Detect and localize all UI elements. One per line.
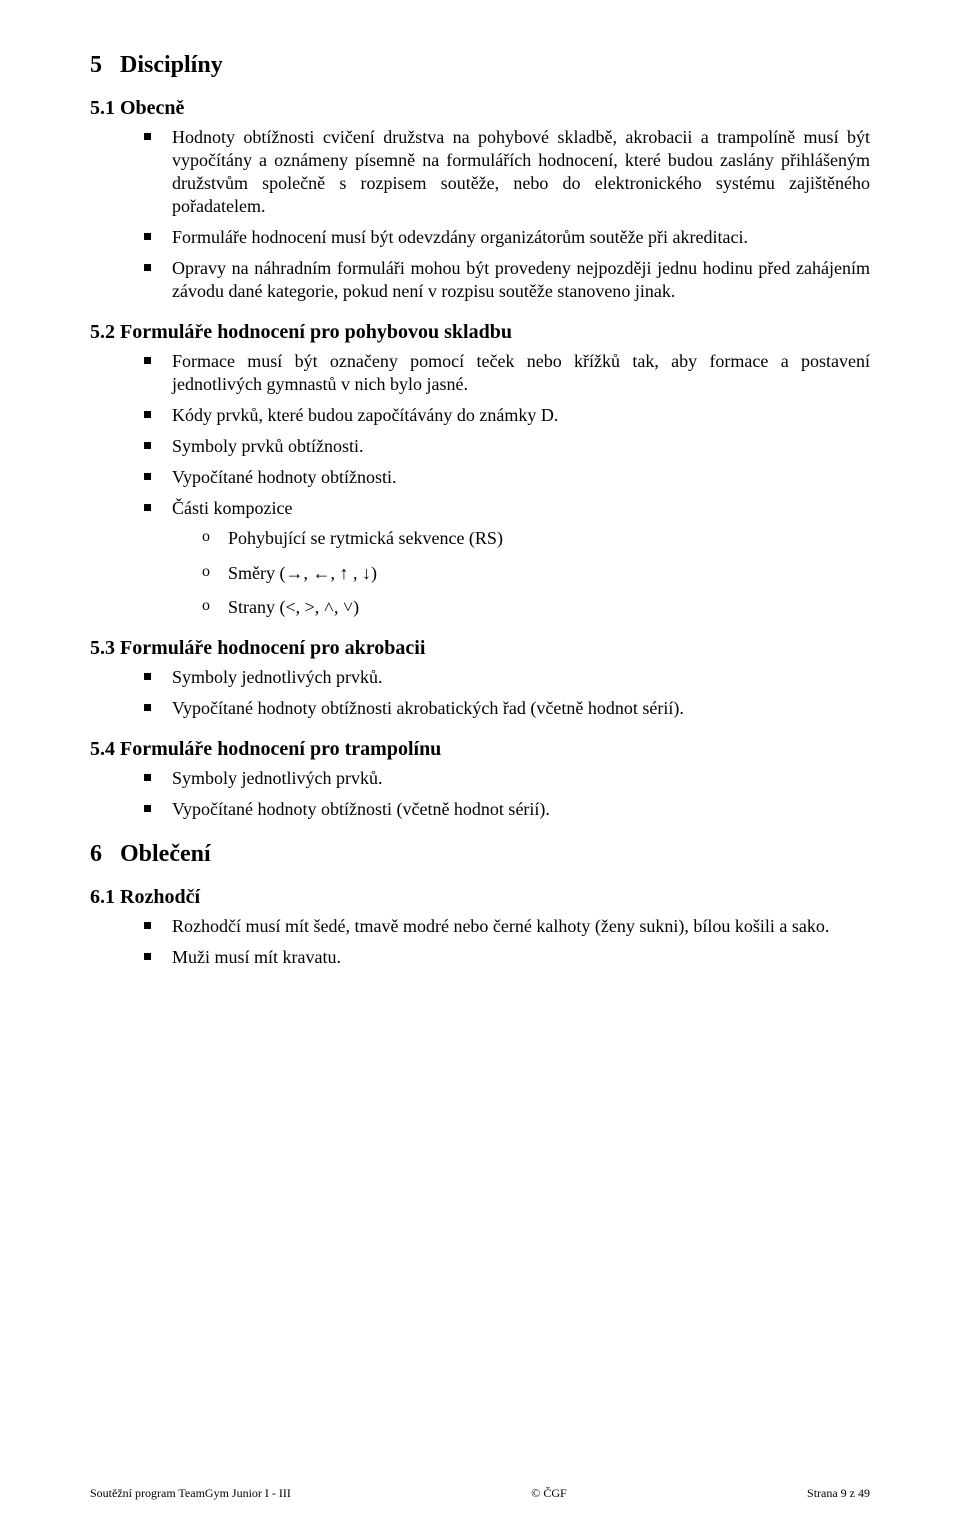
list-item: Vypočítané hodnoty obtížnosti (včetně ho… (172, 798, 870, 821)
heading-5-1-number: 5.1 (90, 97, 120, 120)
heading-6-1: 6.1 Rozhodčí (90, 886, 870, 909)
heading-5-4-number: 5.4 (90, 738, 120, 761)
heading-5-3: 5.3 Formuláře hodnocení pro akrobacii (90, 637, 870, 660)
sublist-item: Směry (→, ←, ↑ , ↓) (202, 561, 870, 585)
heading-5-title: Disciplíny (120, 52, 223, 79)
heading-5-2-number: 5.2 (90, 321, 120, 344)
heading-6-1-number: 6.1 (90, 886, 120, 909)
list-item: Symboly jednotlivých prvků. (172, 767, 870, 790)
heading-5-3-number: 5.3 (90, 637, 120, 660)
heading-5-4: 5.4 Formuláře hodnocení pro trampolínu (90, 738, 870, 761)
list-item: Části kompozice Pohybující se rytmická s… (172, 497, 870, 619)
list-5-2: Formace musí být označeny pomocí teček n… (172, 350, 870, 619)
footer-left: Soutěžní program TeamGym Junior I - III (90, 1486, 291, 1501)
list-item: Opravy na náhradním formuláři mohou být … (172, 257, 870, 303)
sublist-item: Pohybující se rytmická sekvence (RS) (202, 526, 870, 550)
heading-5-2: 5.2 Formuláře hodnocení pro pohybovou sk… (90, 321, 870, 344)
heading-6-number: 6 (90, 841, 120, 868)
list-5-4: Symboly jednotlivých prvků. Vypočítané h… (172, 767, 870, 821)
sublist-item: Strany (<, >, ˄, ˅) (202, 595, 870, 619)
list-5-1: Hodnoty obtížnosti cvičení družstva na p… (172, 126, 870, 303)
list-item: Kódy prvků, které budou započítávány do … (172, 404, 870, 427)
footer-center: © ČGF (531, 1486, 566, 1501)
heading-5-2-title: Formuláře hodnocení pro pohybovou skladb… (120, 321, 512, 344)
list-item: Rozhodčí musí mít šedé, tmavě modré nebo… (172, 915, 870, 938)
list-item: Symboly jednotlivých prvků. (172, 666, 870, 689)
heading-5-number: 5 (90, 52, 120, 79)
heading-5-3-title: Formuláře hodnocení pro akrobacii (120, 637, 425, 660)
list-item: Hodnoty obtížnosti cvičení družstva na p… (172, 126, 870, 218)
heading-6-title: Oblečení (120, 841, 211, 868)
heading-6-1-title: Rozhodčí (120, 886, 200, 909)
list-5-3: Symboly jednotlivých prvků. Vypočítané h… (172, 666, 870, 720)
list-item: Formace musí být označeny pomocí teček n… (172, 350, 870, 396)
heading-5: 5 Disciplíny (90, 52, 870, 79)
list-item: Vypočítané hodnoty obtížnosti. (172, 466, 870, 489)
heading-5-4-title: Formuláře hodnocení pro trampolínu (120, 738, 441, 761)
list-item: Muži musí mít kravatu. (172, 946, 870, 969)
heading-5-1-title: Obecně (120, 97, 184, 120)
list-item-label: Části kompozice (172, 498, 292, 518)
list-6-1: Rozhodčí musí mít šedé, tmavě modré nebo… (172, 915, 870, 969)
sublist-5-2: Pohybující se rytmická sekvence (RS) Smě… (202, 526, 870, 619)
page-footer: Soutěžní program TeamGym Junior I - III … (90, 1486, 870, 1501)
list-item: Symboly prvků obtížnosti. (172, 435, 870, 458)
footer-right: Strana 9 z 49 (807, 1486, 870, 1501)
list-item: Vypočítané hodnoty obtížnosti akrobatick… (172, 697, 870, 720)
heading-5-1: 5.1 Obecně (90, 97, 870, 120)
list-item: Formuláře hodnocení musí být odevzdány o… (172, 226, 870, 249)
heading-6: 6 Oblečení (90, 841, 870, 868)
